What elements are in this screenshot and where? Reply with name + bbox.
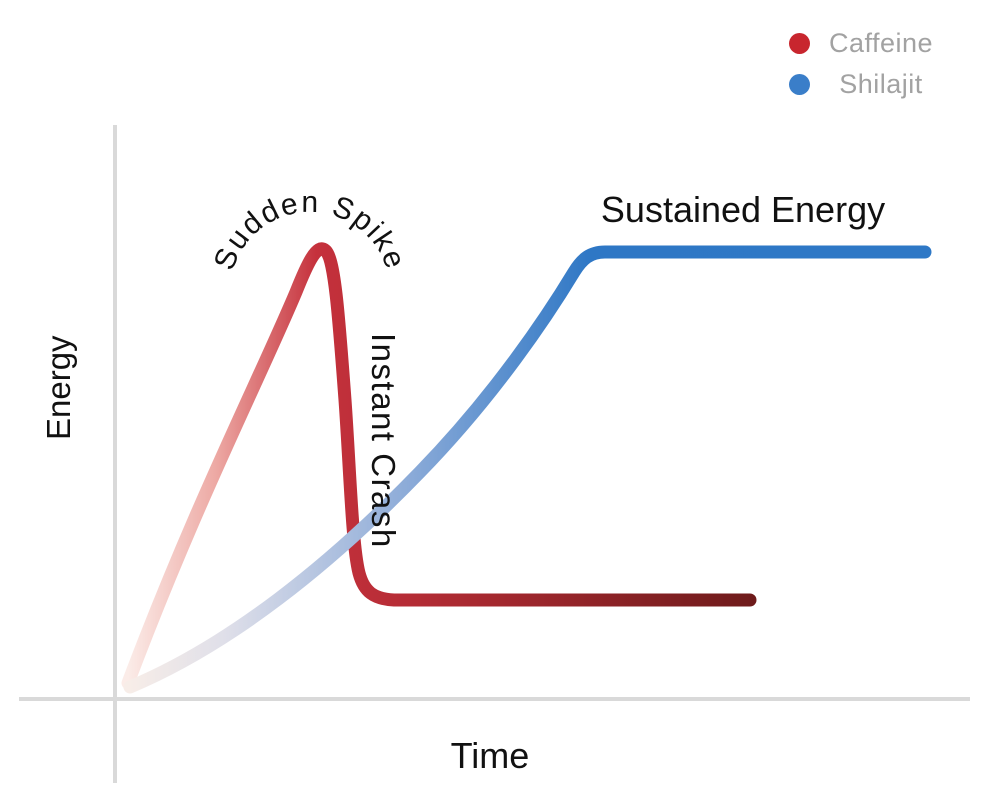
legend: Caffeine Shilajit — [789, 24, 942, 104]
instant-crash-annotation: Instant Crash — [365, 333, 402, 549]
legend-label-shilajit: Shilajit — [839, 69, 923, 99]
caffeine-swatch-icon — [789, 33, 810, 54]
caffeine-curve — [121, 242, 757, 690]
shilajit-curve — [123, 245, 932, 694]
sustained-energy-annotation: Sustained Energy — [601, 189, 885, 230]
y-axis-label: Energy — [40, 335, 77, 440]
x-axis-label: Time — [451, 735, 530, 776]
legend-label-caffeine: Caffeine — [828, 28, 934, 58]
legend-item-caffeine: Caffeine — [789, 24, 942, 63]
legend-item-shilajit: Shilajit — [789, 65, 942, 104]
shilajit-swatch-icon — [789, 74, 810, 95]
